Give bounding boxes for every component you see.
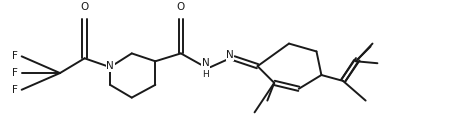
Text: F: F (12, 68, 18, 78)
Text: O: O (80, 2, 89, 12)
Text: N: N (106, 61, 114, 71)
Text: H: H (202, 70, 209, 79)
Text: N: N (201, 58, 209, 68)
Text: N: N (226, 50, 234, 60)
Text: F: F (12, 85, 18, 95)
Text: F: F (12, 51, 18, 61)
Text: O: O (177, 2, 185, 12)
